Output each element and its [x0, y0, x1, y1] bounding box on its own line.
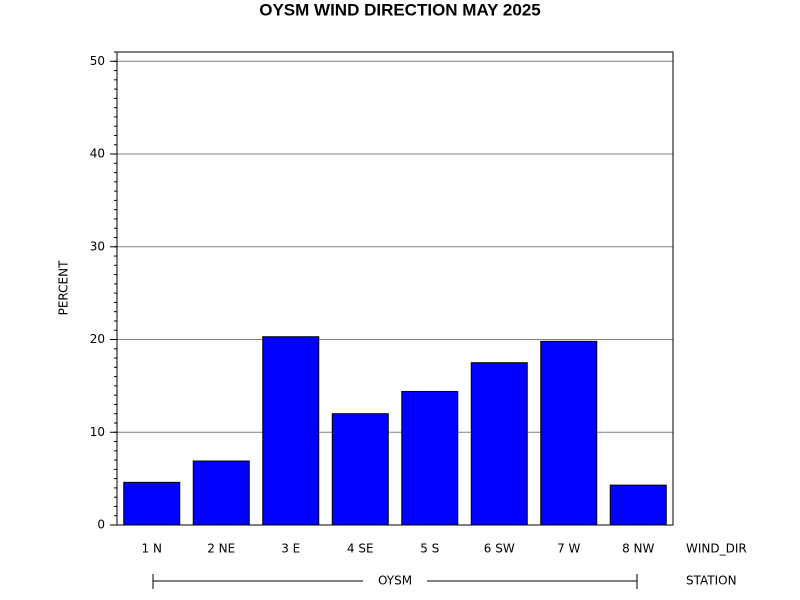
y-tick-label: 50 — [90, 54, 105, 68]
bar — [262, 336, 320, 526]
group-axis-label: STATION — [686, 574, 737, 588]
x-axis-label: WIND_DIR — [686, 542, 747, 556]
plot-frame — [116, 51, 674, 526]
bar — [470, 362, 528, 526]
y-tick-label: 30 — [90, 239, 105, 253]
bar — [401, 390, 459, 526]
bar — [123, 481, 181, 526]
group-label: OYSM — [378, 574, 412, 588]
bar — [540, 340, 598, 526]
x-tick-label: 8 NW — [622, 542, 654, 556]
bar — [192, 460, 250, 526]
y-tick-label: 10 — [90, 425, 105, 439]
x-tick-label: 2 NE — [207, 542, 235, 556]
x-tick-label: 6 SW — [484, 542, 515, 556]
x-tick-label: 4 SE — [347, 542, 374, 556]
bar — [609, 484, 667, 526]
chart-title: OYSM WIND DIRECTION MAY 2025 — [259, 0, 541, 19]
x-tick-label: 5 S — [420, 542, 439, 556]
group-bracket — [152, 574, 638, 589]
y-axis-label: PERCENT — [57, 260, 71, 315]
x-tick-label: 3 E — [281, 542, 300, 556]
y-tick-label: 0 — [97, 518, 105, 532]
y-tick-label: 20 — [90, 332, 105, 346]
bar — [331, 413, 389, 526]
x-tick-label: 7 W — [557, 542, 580, 556]
y-tick-label: 40 — [90, 147, 105, 161]
x-tick-label: 1 N — [142, 542, 162, 556]
